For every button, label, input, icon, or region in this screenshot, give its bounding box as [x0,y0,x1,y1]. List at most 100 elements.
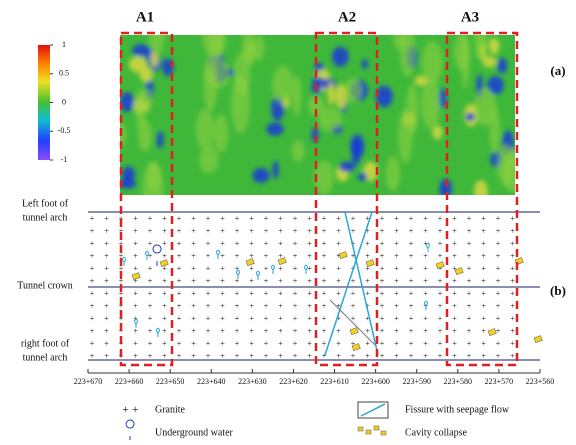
legend-label: Fissure with seepage flow [405,404,510,415]
granite-plus: + [438,251,443,260]
granite-plus: + [249,276,254,285]
granite-plus: + [438,276,443,285]
granite-plus: + [481,314,486,323]
granite-plus: + [278,226,283,235]
granite-plus: + [394,289,399,298]
granite-plus: + [119,264,124,273]
granite-plus: + [191,264,196,273]
cavity [245,258,255,267]
granite-plus: + [177,264,182,273]
granite-plus: + [293,301,298,310]
granite-plus: + [481,226,486,235]
granite-plus: + [467,289,472,298]
granite-plus: + [322,276,327,285]
granite-plus: + [177,351,182,360]
granite-plus: + [133,301,138,310]
water-drop [256,270,260,280]
granite-plus: + [264,289,269,298]
granite-plus: + [438,226,443,235]
granite-plus: + [452,326,457,335]
granite-plus: + [206,276,211,285]
granite-plus: + [278,264,283,273]
zone-label: A2 [338,9,356,25]
fissures [324,211,379,356]
granite-plus: + [438,214,443,223]
granite-plus: + [249,326,254,335]
granite-plus: + [264,226,269,235]
cavity [351,343,361,352]
heat-blob [243,40,257,66]
legend-icon [357,401,389,419]
section-label: tunnel arch [23,352,68,363]
granite-plus: + [409,351,414,360]
granite-plus: + [365,251,370,260]
granite-plus: + [496,351,501,360]
granite-plus: + [90,326,95,335]
zone-boxes [119,31,519,367]
granite-plus: + [177,239,182,248]
granite-plus: + [148,301,153,310]
granite-plus: + [220,301,225,310]
granite-plus: + [249,264,254,273]
granite-plus: + [336,314,341,323]
granite-plus: + [322,301,327,310]
granite-plus: + [481,264,486,273]
granite-plus: + [264,301,269,310]
granite-plus: + [365,239,370,248]
heat-blob [438,88,447,109]
granite-plus: + [438,239,443,248]
heat-blob [272,161,279,179]
granite-plus: + [264,276,269,285]
granite-plus: + [133,326,138,335]
granite-plus: + [162,326,167,335]
granite-plus: + [264,214,269,223]
heat-blob [272,65,294,105]
granite-plus: + [249,214,254,223]
granite-plus: + [423,264,428,273]
x-tick-label: 223+620 [279,377,308,386]
granite-plus: + [162,214,167,223]
granite-plus: + [177,214,182,223]
granite-plus: + [90,276,95,285]
granite-plus: + [365,351,370,360]
granite-plus: + [351,314,356,323]
granite-plus: + [394,314,399,323]
granite-plus: + [191,226,196,235]
granite-plus: + [336,239,341,248]
granite-plus: + [467,214,472,223]
zone-label: A1 [136,9,154,25]
granite-plus: + [220,226,225,235]
granite-plus: + [90,289,95,298]
granite-plus: + [351,351,356,360]
granite-plus: + [293,351,298,360]
section-label: right foot of [21,338,70,349]
granite-plus: + [336,351,341,360]
granite-plus: + [510,351,515,360]
granite-plus: + [510,301,515,310]
granite-plus: + [119,289,124,298]
granite-plus: + [206,314,211,323]
granite-plus: + [148,351,153,360]
granite-plus: + [220,351,225,360]
granite-plus: + [133,276,138,285]
granite-plus: + [278,276,283,285]
granite-plus: + [162,264,167,273]
cavity [349,327,359,336]
granite-plus: + [452,239,457,248]
granite-plus: + [206,239,211,248]
granite-plus: + [380,214,385,223]
colorbar-tick-label: -0.5 [58,126,71,135]
granite-plus: + [452,214,457,223]
heat-blob [142,160,164,195]
heat-blob [489,106,500,154]
granite-plus: + [148,314,153,323]
granite-plus: + [467,351,472,360]
granite-plus: + [307,326,312,335]
granite-plus: + [162,351,167,360]
heat-blob [488,37,500,55]
heat-blob [137,119,152,152]
granite-plus: + [380,289,385,298]
granite-plus: + [148,289,153,298]
granite-plus: + [481,326,486,335]
granite-plus: + [307,214,312,223]
